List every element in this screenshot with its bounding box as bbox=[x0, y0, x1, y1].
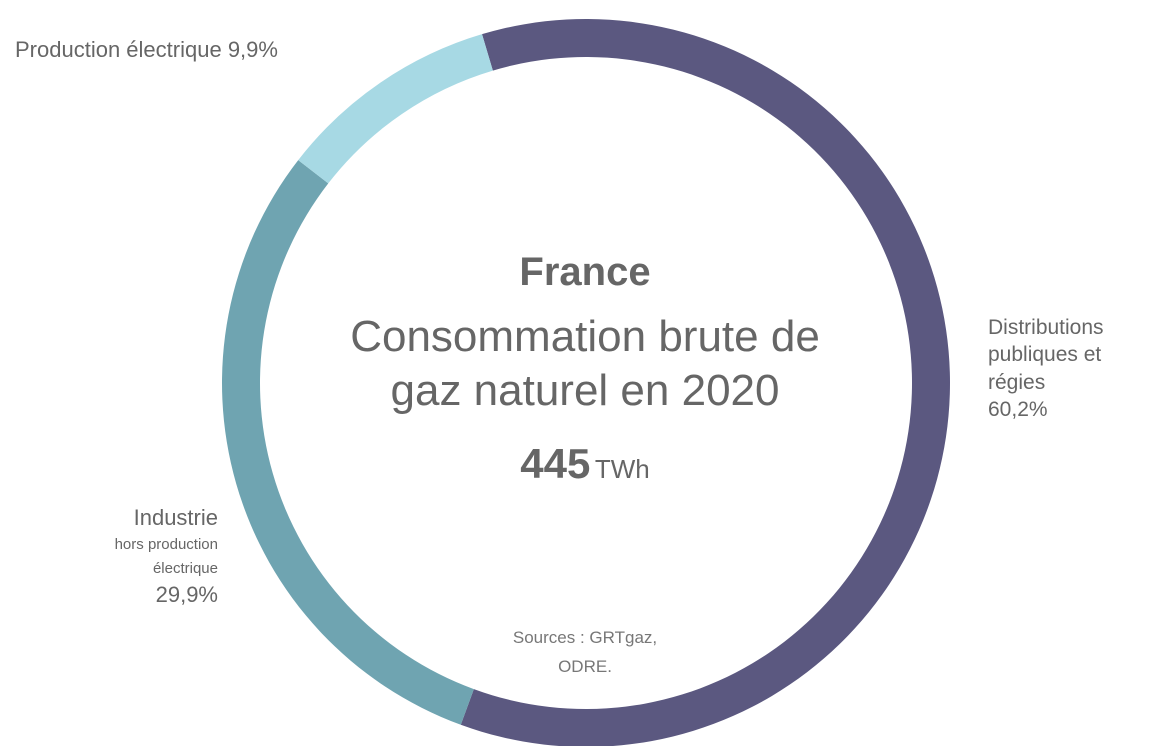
chart-subtitle: Consommation brute de gaz naturel en 202… bbox=[350, 312, 820, 415]
donut-segment bbox=[298, 34, 493, 184]
category-label: Production électrique bbox=[15, 37, 222, 62]
label-distributions: Distributions publiques et régies 60,2% bbox=[988, 314, 1143, 423]
donut-segment bbox=[221, 160, 474, 725]
category-label: Industrie bbox=[133, 505, 218, 530]
label-industrie: Industrie hors production électrique 29,… bbox=[40, 504, 218, 609]
value-label: 9,9% bbox=[227, 37, 278, 62]
value-label: 60,2% bbox=[988, 397, 1048, 421]
source: Sources : GRTgaz, ODRE. bbox=[512, 628, 658, 676]
category-note: hors production électrique bbox=[114, 535, 218, 577]
total-unit: TWh bbox=[594, 454, 650, 484]
category-label: Distributions publiques et régies bbox=[988, 316, 1104, 394]
total: 445 TWh bbox=[300, 440, 870, 488]
chart-title: France bbox=[519, 250, 651, 294]
total-value: 445 bbox=[520, 440, 591, 487]
value-label: 29,9% bbox=[155, 581, 218, 607]
label-production: Production électrique 9,9% bbox=[15, 36, 278, 65]
